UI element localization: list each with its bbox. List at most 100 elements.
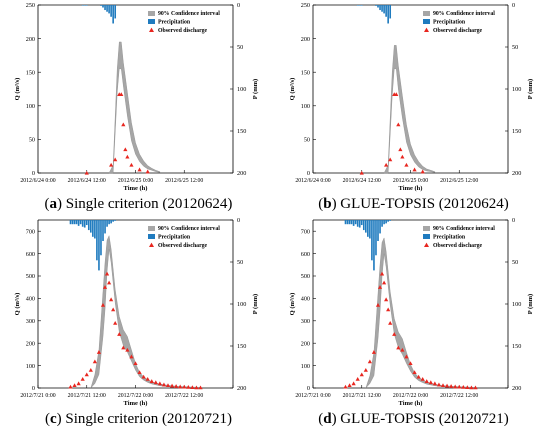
observed-point [355, 376, 360, 381]
caption-text: ) GLUE-TOPSIS (20120624) [332, 196, 509, 212]
legend-swatch-band [423, 11, 430, 16]
y2-tick-label: 50 [512, 259, 518, 266]
y-tick-label: 200 [301, 36, 310, 43]
confidence-band [365, 237, 476, 389]
observed-point [398, 147, 403, 152]
observed-point [436, 382, 442, 387]
legend-swatch-band [148, 11, 155, 16]
observed-point [457, 384, 462, 389]
precip-bar [100, 220, 102, 256]
y-axis-label: Q (m³/s) [14, 293, 21, 316]
observed-point [444, 383, 450, 388]
y-tick-label: 100 [26, 103, 35, 110]
observed-point [84, 372, 89, 377]
observed-point [359, 170, 364, 175]
caption-paren-open: ( [45, 411, 50, 427]
caption-letter: a [50, 196, 58, 212]
legend-swatch-band [423, 226, 430, 231]
caption-paren-open: ( [45, 196, 50, 212]
observed-point [76, 381, 81, 386]
observed-point [408, 361, 413, 366]
observed-point [113, 320, 118, 325]
precip-bar [110, 5, 112, 17]
precip-bar [108, 220, 110, 225]
x-axis-label: Time (h) [124, 185, 148, 192]
precip-bar [100, 5, 102, 6]
observed-point [119, 92, 124, 97]
y-tick-label: 200 [301, 340, 310, 347]
y-tick-label: 250 [26, 2, 35, 9]
observed-point [165, 383, 171, 387]
observed-point [102, 285, 108, 289]
caption-text: ) Single criterion (20120624) [57, 196, 232, 212]
figure-caption: (b) GLUE-TOPSIS (20120624) [318, 196, 509, 212]
precip-bar [379, 220, 381, 234]
observed-point [449, 384, 454, 388]
confidence-band [90, 234, 201, 389]
y2-tick-label: 100 [512, 301, 521, 308]
precip-bar [92, 220, 94, 237]
caption-paren-open: ( [318, 196, 323, 212]
x-axis-label: Time (h) [124, 400, 148, 407]
x-tick-label: 2012/7/22 0:00 [118, 393, 153, 399]
y-tick-label: 300 [26, 318, 35, 325]
observed-point [121, 345, 126, 350]
precip-bar [356, 220, 359, 227]
y-tick-label: 100 [301, 363, 310, 370]
observed-point [412, 167, 417, 172]
y-tick-label: 0 [307, 385, 310, 392]
observed-point [198, 385, 203, 390]
precip-bar [90, 220, 92, 233]
observed-point [392, 332, 397, 336]
legend-label: 90% Confidence interval [158, 226, 220, 232]
observed-point [125, 347, 130, 352]
precip-bar [360, 220, 363, 226]
observed-point [145, 376, 150, 381]
observed-point [384, 162, 389, 167]
caption-letter: c [50, 411, 57, 427]
precip-bar [346, 220, 349, 225]
legend-label: 90% Confidence interval [158, 11, 220, 17]
x-axis-label: Time (h) [399, 185, 423, 192]
y2-tick-label: 200 [512, 170, 521, 177]
y-tick-label: 600 [301, 251, 310, 258]
y-axis-label: Q (m³/s) [14, 78, 21, 101]
observed-point [388, 157, 393, 162]
observed-point [109, 297, 114, 302]
precip-bar [73, 220, 76, 225]
observed-point [396, 122, 401, 127]
chart-panel-c: 0 100 200 300 400 500 600 700 0 50 100 150 200 2012/7… [14, 217, 259, 427]
y2-tick-label: 100 [237, 301, 246, 308]
observed-point [106, 280, 112, 285]
y2-tick-label: 0 [512, 2, 515, 9]
precip-bar [350, 220, 353, 225]
x-tick-label: 2012/6/24 0:00 [20, 178, 55, 184]
precip-bar [377, 220, 379, 241]
y-tick-label: 700 [301, 228, 310, 235]
precip-bar [81, 5, 84, 6]
legend-swatch-precip [423, 234, 430, 239]
x-tick-label: 2012/6/25 12:00 [165, 178, 203, 184]
confidence-band [108, 41, 161, 174]
y-tick-label: 200 [26, 340, 35, 347]
observed-point [347, 383, 352, 387]
observed-point [396, 345, 401, 350]
y-tick-label: 500 [26, 273, 35, 280]
precip-bar [375, 5, 377, 6]
precip-bar [106, 220, 108, 227]
legend-label: Precipitation [433, 235, 466, 241]
observed-point [386, 307, 391, 312]
y-axis-label: Q (m³/s) [289, 78, 296, 101]
x-tick-label: 2012/6/24 0:00 [295, 178, 330, 184]
observed-point [186, 385, 191, 389]
observed-point [109, 162, 114, 167]
precip-bar [358, 220, 361, 228]
observed-point [412, 370, 417, 374]
precip-bar [381, 5, 383, 12]
y2-tick-label: 150 [237, 128, 246, 135]
precip-bar [102, 220, 104, 241]
chart-panel-d: 0 100 200 300 400 500 600 700 0 50 100 150 200 2012/7… [289, 217, 534, 427]
y2-axis-label: P (mm) [527, 79, 534, 99]
y2-tick-label: 150 [512, 343, 521, 350]
precip-bar [358, 5, 361, 6]
